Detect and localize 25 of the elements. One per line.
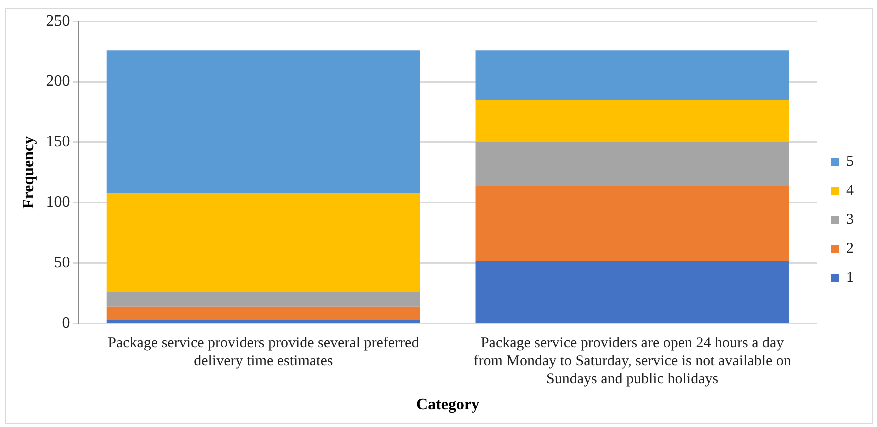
y-axis-title: Frequency — [20, 136, 38, 209]
bar — [106, 292, 420, 307]
bar — [106, 193, 420, 292]
legend-label: 4 — [846, 182, 854, 199]
bar — [476, 186, 790, 261]
legend-label: 5 — [846, 154, 854, 170]
bar — [106, 320, 420, 324]
y-tick-label: 150 — [46, 134, 70, 151]
y-tick-label: 100 — [46, 194, 70, 212]
bar — [476, 142, 790, 186]
y-tick-label: 250 — [46, 12, 70, 30]
x-axis-title: Category — [416, 396, 480, 414]
bar — [476, 100, 790, 142]
bar — [476, 50, 790, 100]
legend-label: 3 — [846, 212, 854, 228]
legend-label: 2 — [846, 240, 854, 257]
bar — [106, 306, 420, 320]
legend-label: 1 — [846, 270, 854, 286]
bar — [106, 50, 420, 194]
x-tick-label: Package service providers are open 24 hours a day from Monday to Saturday, service is not available on Sundays and public holidays — [474, 336, 792, 388]
x-tick-label: Package service providers provide several preferred delivery time estimates — [108, 336, 420, 370]
y-tick-label: 0 — [62, 315, 70, 332]
bar — [476, 260, 790, 324]
y-tick-label: 50 — [54, 254, 70, 272]
y-tick-label: 200 — [46, 73, 70, 90]
